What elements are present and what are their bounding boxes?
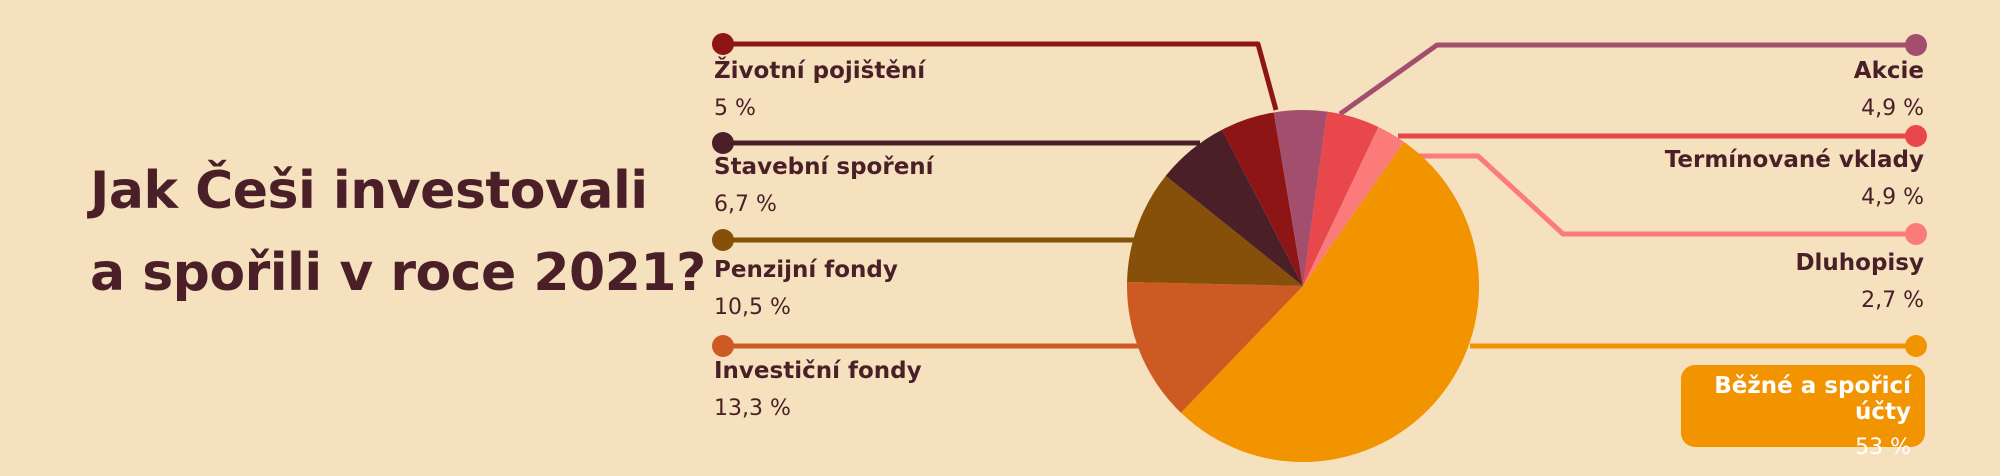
pie-slice-investicni	[1127, 281, 1303, 413]
callout-dot-bezne	[1905, 335, 1927, 357]
slice-value: 6,7 %	[714, 192, 777, 217]
title-line-1: Jak Češi investovali	[90, 161, 648, 221]
label-dluhopisy: Dluhopisy 2,7 %	[1795, 250, 1924, 313]
pie-slices	[1127, 109, 1480, 463]
pie-slice-penzijni	[1127, 175, 1303, 286]
label-terminovane: Termínované vklady 4,9 %	[1665, 147, 1924, 210]
slice-name: Stavební spoření	[714, 154, 934, 180]
label-stavebni: Stavební spoření 6,7 %	[714, 154, 934, 217]
callout-line-akcie	[1338, 42, 1916, 117]
slice-name: Životní pojištění	[714, 58, 926, 84]
callout-line-zivotni	[723, 41, 1279, 111]
slice-value: 5 %	[714, 96, 756, 121]
callout-dot-dluhopisy	[1905, 223, 1927, 245]
label-penzijni: Penzijní fondy 10,5 %	[714, 257, 898, 320]
callout-dot-terminovane	[1905, 125, 1927, 147]
pie-slice-stavebni	[1165, 129, 1303, 286]
slice-value: 53 %	[1855, 435, 1911, 460]
label-akcie: Akcie 4,9 %	[1854, 58, 1924, 121]
slice-value: 4,9 %	[1861, 185, 1924, 210]
slice-value: 4,9 %	[1861, 96, 1924, 121]
slice-name: Akcie	[1853, 58, 1924, 84]
chart-title: Jak Češi investovali a spořili v roce 20…	[90, 150, 706, 314]
label-zivotni: Životní pojištění 5 %	[714, 58, 925, 121]
pie-slice-bezne	[1180, 141, 1480, 463]
callout-dot-akcie	[1905, 34, 1927, 56]
pie-slice-terminovane	[1303, 111, 1379, 286]
slice-value: 13,3 %	[714, 396, 791, 421]
callout-lines	[712, 33, 1927, 357]
slice-name: Termínované vklady	[1664, 147, 1924, 173]
slice-value: 10,5 %	[714, 295, 791, 320]
label-investicni: Investiční fondy 13,3 %	[714, 358, 922, 421]
callout-dot-penzijni	[712, 229, 734, 251]
slice-value: 2,7 %	[1861, 288, 1924, 313]
pie-slice-zivotni	[1222, 112, 1303, 286]
callout-dot-investicni	[712, 335, 734, 357]
pie-slice-dluhopisy	[1303, 126, 1404, 286]
slice-name: Běžné a spořicí účty	[1714, 373, 1911, 425]
slice-name: Penzijní fondy	[714, 257, 898, 283]
callout-dot-zivotni	[712, 33, 734, 55]
callout-line-dluhopisy	[1418, 153, 1916, 237]
slice-name: Dluhopisy	[1795, 250, 1924, 276]
label-bezne: Běžné a spořicí účty 53 %	[1681, 365, 1925, 460]
callout-dot-stavebni	[712, 132, 734, 154]
pie-slice-akcie	[1273, 109, 1328, 286]
slice-name: Investiční fondy	[714, 358, 922, 384]
title-line-2: a spořili v roce 2021?	[90, 243, 706, 303]
